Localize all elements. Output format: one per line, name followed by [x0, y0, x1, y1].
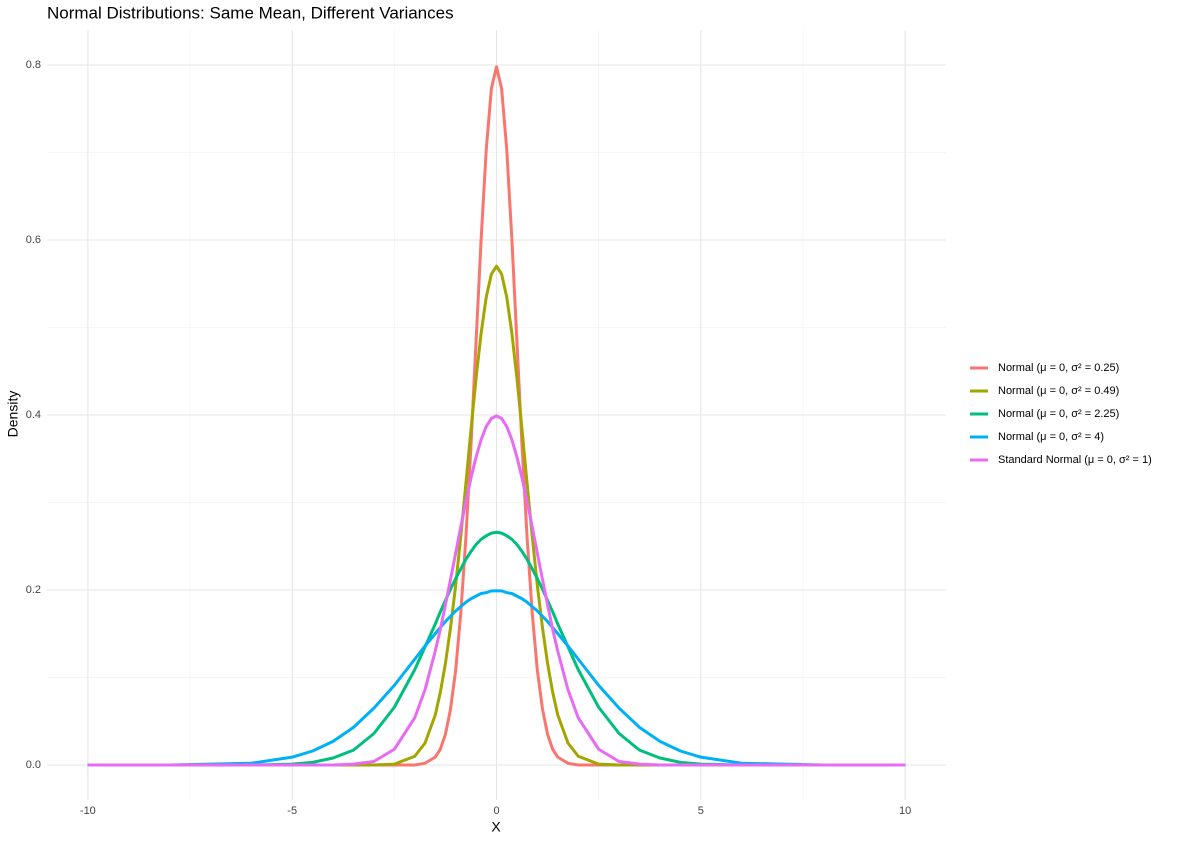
line	[87, 589, 906, 767]
x-tick-label: -5	[287, 805, 297, 817]
x-tick-label: 5	[698, 805, 704, 817]
y-axis-title: Density	[5, 391, 21, 438]
y-tick-label: 0.8	[26, 59, 41, 71]
x-tick-label: 0	[493, 805, 499, 817]
y-tick-label: 0.4	[26, 409, 41, 421]
line	[87, 414, 906, 767]
y-tick-label: 0.2	[26, 584, 41, 596]
line	[87, 264, 906, 767]
legend-label: Standard Normal (μ = 0, σ² = 1)	[998, 454, 1152, 466]
legend-label: Normal (μ = 0, σ² = 4)	[998, 431, 1104, 443]
chart-title: Normal Distributions: Same Mean, Differe…	[47, 3, 454, 22]
y-tick-label: 0.0	[26, 759, 41, 771]
legend-label: Normal (μ = 0, σ² = 0.25)	[998, 362, 1119, 374]
legend-label: Normal (μ = 0, σ² = 0.49)	[998, 385, 1119, 397]
x-tick-label: 10	[899, 805, 911, 817]
legend-label: Normal (μ = 0, σ² = 2.25)	[998, 408, 1119, 420]
y-tick-label: 0.6	[26, 234, 41, 246]
x-axis-title: X	[491, 819, 501, 835]
x-tick-label: -10	[80, 805, 96, 817]
line	[87, 530, 906, 767]
